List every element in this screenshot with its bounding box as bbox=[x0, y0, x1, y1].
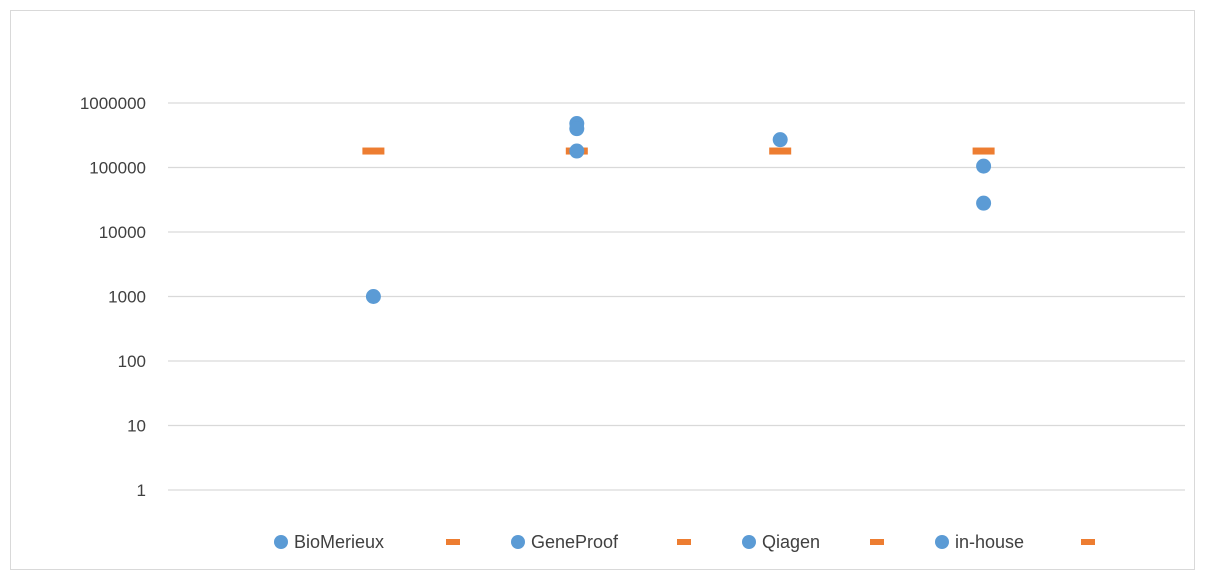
point-layer bbox=[365, 116, 992, 304]
grid-layer bbox=[168, 102, 1185, 491]
y-tick-labels: 1 10 100 1000 10000 100000 1000000 bbox=[80, 94, 146, 500]
legend-marker-icon-biomerieux bbox=[446, 539, 460, 545]
y-tick-label: 100 bbox=[118, 352, 146, 371]
data-point-biomerieux bbox=[365, 289, 381, 304]
data-point-geneproof bbox=[569, 121, 585, 137]
legend-marker-icon-in-house bbox=[1081, 539, 1095, 545]
y-tick-label: 1 bbox=[137, 481, 146, 500]
legend-label-in-house: in-house bbox=[955, 532, 1024, 552]
legend-point-icon-geneproof bbox=[511, 535, 525, 549]
legend: BioMerieux GeneProof Qiagen in-house bbox=[274, 532, 1095, 552]
legend-label-biomerieux: BioMerieux bbox=[294, 532, 384, 552]
data-point-qiagen bbox=[772, 132, 788, 148]
legend-marker-icon-geneproof bbox=[677, 539, 691, 545]
y-tick-label: 100000 bbox=[89, 159, 146, 178]
legend-marker-icon-qiagen bbox=[870, 539, 884, 545]
marker-layer bbox=[362, 147, 995, 155]
legend-point-icon-biomerieux bbox=[274, 535, 288, 549]
data-point-geneproof bbox=[569, 143, 585, 159]
y-tick-label: 10000 bbox=[99, 223, 146, 242]
data-point-in-house bbox=[976, 158, 992, 174]
legend-point-icon-in-house bbox=[935, 535, 949, 549]
marker-qiagen bbox=[769, 147, 792, 155]
y-tick-label: 1000000 bbox=[80, 94, 146, 113]
marker-in-house bbox=[972, 147, 995, 155]
y-tick-label: 1000 bbox=[108, 288, 146, 307]
marker-biomerieux bbox=[362, 147, 385, 155]
data-point-in-house bbox=[976, 195, 992, 211]
legend-label-qiagen: Qiagen bbox=[762, 532, 820, 552]
y-tick-label: 10 bbox=[127, 417, 146, 436]
legend-label-geneproof: GeneProof bbox=[531, 532, 619, 552]
legend-point-icon-qiagen bbox=[742, 535, 756, 549]
